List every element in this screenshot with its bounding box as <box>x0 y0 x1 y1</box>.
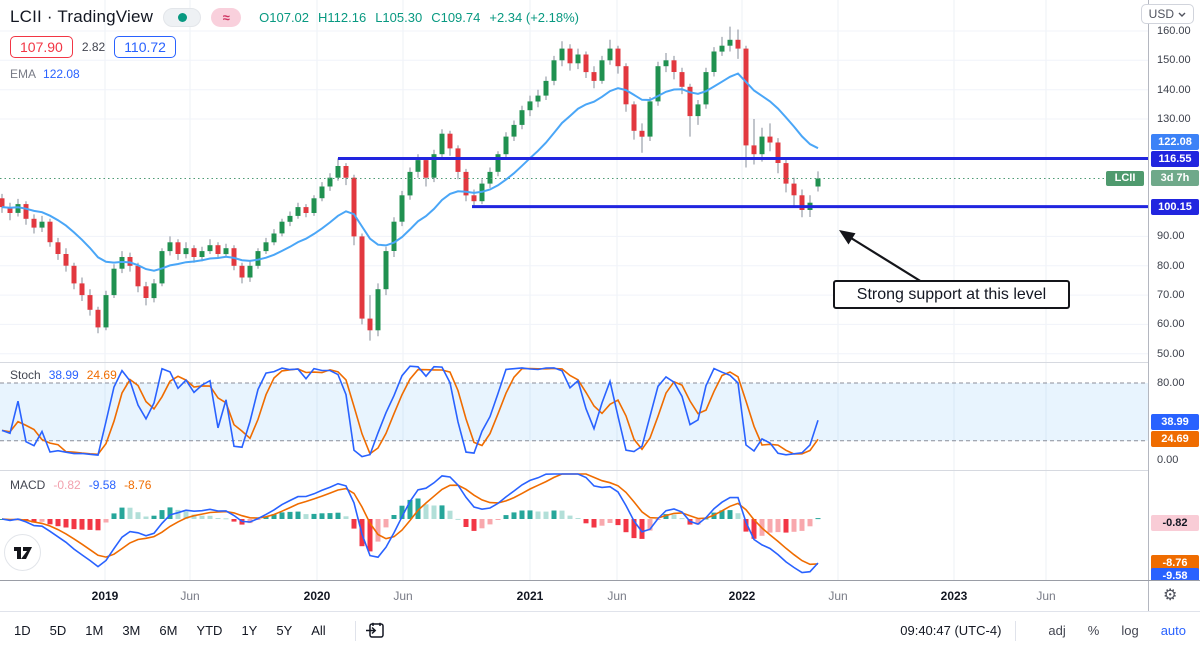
range-button-5y[interactable]: 5Y <box>276 623 293 638</box>
tradingview-logo[interactable] <box>4 534 41 571</box>
price-tick: 80.00 <box>1157 259 1185 272</box>
axis-badge-876: -8.76 <box>1151 555 1199 572</box>
chevron-down-icon <box>1178 12 1186 17</box>
axis-badge-2469: 24.69 <box>1151 431 1199 448</box>
chart-header: LCII · TradingView ≈ O107.02 H112.16 L105.… <box>10 4 579 81</box>
market-open-dot-icon <box>177 12 187 22</box>
log-scale-button[interactable]: log <box>1121 623 1139 638</box>
support-annotation-box[interactable]: Strong support at this level <box>833 280 1070 309</box>
macd-label: MACD <box>10 478 46 492</box>
range-button-1m[interactable]: 1M <box>85 623 104 638</box>
price-tick: 50.00 <box>1157 347 1185 360</box>
range-button-3m[interactable]: 3M <box>122 623 141 638</box>
symbol-price-badge: LCII <box>1106 170 1144 186</box>
sell-price-button[interactable]: 107.90 <box>10 36 73 58</box>
range-button-1y[interactable]: 1Y <box>241 623 258 638</box>
ohlc-item: H112.16 <box>318 9 367 25</box>
price-tick: 160.00 <box>1157 25 1191 37</box>
buy-price-button[interactable]: 110.72 <box>114 36 176 58</box>
time-tick-year: 2021 <box>516 589 544 603</box>
axis-badge-3899: 38.99 <box>1151 414 1199 431</box>
range-button-5d[interactable]: 5D <box>49 623 67 638</box>
macd-hist-value: -0.82 <box>53 478 81 492</box>
ohlc-item: C109.74 <box>431 9 481 25</box>
toolbar-divider-right <box>1015 620 1017 641</box>
time-tick-month: Jun <box>1036 589 1056 603</box>
price-tick: 70.00 <box>1157 289 1185 302</box>
stoch-k-value: 38.99 <box>48 368 79 382</box>
price-tick: 60.00 <box>1157 318 1185 331</box>
time-tick-month: Jun <box>607 589 627 603</box>
time-axis[interactable]: ⚙ 2019 Jun 2020 Jun 2021 Jun 2022 Jun 2023 Jun <box>0 580 1200 612</box>
price-axis[interactable]: 160.00 150.00 140.00 130.00 90.00 80.00 70.00 6… <box>1148 0 1200 580</box>
chart-canvas[interactable] <box>0 0 1148 580</box>
time-tick-year: 2020 <box>303 589 331 603</box>
macd-legend[interactable]: MACD -0.82 -9.58 -8.76 <box>10 478 151 492</box>
axis-badge-082: -0.82 <box>1151 515 1199 532</box>
time-tick-month: Jun <box>393 589 413 603</box>
axis-badge-10015: 100.15 <box>1151 198 1199 215</box>
ema-value: 122.08 <box>43 67 80 81</box>
axis-corner-divider <box>1148 581 1149 612</box>
macd-line-value: -9.58 <box>88 478 117 492</box>
pane-separator-macd[interactable] <box>0 470 1148 471</box>
symbol-title[interactable]: LCII · TradingView <box>10 7 154 26</box>
auto-scale-button[interactable]: auto <box>1160 623 1186 638</box>
stoch-label: Stoch <box>10 368 41 382</box>
axis-badge-12208: 122.08 <box>1151 134 1199 151</box>
market-status-pill[interactable] <box>163 7 202 27</box>
go-to-date-icon <box>365 622 384 638</box>
time-tick-year: 2019 <box>91 589 119 603</box>
macd-signal-value: -8.76 <box>124 478 152 492</box>
range-button-ytd[interactable]: YTD <box>196 623 223 638</box>
currency-dropdown[interactable]: USD <box>1140 4 1194 24</box>
ohlc-legend: O107.02 H112.16 L105.30 C109.74 +2.34 (+2.18… <box>259 10 579 25</box>
tradingview-logo-glyph <box>13 546 32 559</box>
axis-badge-958: -9.58 <box>1151 568 1199 580</box>
ema-legend[interactable]: EMA 122.08 <box>10 67 579 81</box>
range-buttons: 1D 5D 1M 3M 6M YTD 1Y 5Y All <box>14 623 345 638</box>
axis-badge-11655: 116.55 <box>1151 150 1199 167</box>
stoch-tick: 0.00 <box>1157 454 1179 466</box>
chart-plot-area[interactable]: LCII Strong support at this level Stoch … <box>0 0 1148 580</box>
session-clock[interactable]: 09:40:47 (UTC-4) <box>900 623 1002 638</box>
stoch-d-value: 24.69 <box>86 368 117 382</box>
spread-value: 2.82 <box>81 40 106 54</box>
ohlc-item: L105.30 <box>375 9 423 25</box>
price-tick: 130.00 <box>1157 113 1191 126</box>
time-tick-month: Jun <box>828 589 848 603</box>
pane-separator-stoch[interactable] <box>0 362 1148 363</box>
stoch-tick: 80.00 <box>1157 377 1185 389</box>
time-tick-month: Jun <box>180 589 200 603</box>
toolbar-divider <box>354 620 356 641</box>
range-button-6m[interactable]: 6M <box>159 623 178 638</box>
range-button-1d[interactable]: 1D <box>14 623 31 638</box>
ema-label: EMA <box>10 67 37 81</box>
settings-gear-icon[interactable]: ⚙ <box>1163 587 1178 604</box>
currency-label: USD <box>1148 7 1174 21</box>
axis-badge-3d7h: 3d 7h <box>1151 170 1199 187</box>
bottom-toolbar: 1D 5D 1M 3M 6M YTD 1Y 5Y All 09:40:47 (UTC-4) ad… <box>0 611 1200 649</box>
adjust-data-button[interactable]: adj <box>1048 623 1066 638</box>
go-to-date-button[interactable] <box>365 622 385 639</box>
ohlc-item: +2.34 (+2.18%) <box>489 9 579 25</box>
range-button-all[interactable]: All <box>311 623 326 638</box>
support-annotation-text: Strong support at this level <box>856 285 1047 303</box>
percent-scale-button[interactable]: % <box>1087 623 1100 638</box>
delayed-data-pill[interactable]: ≈ <box>211 7 242 27</box>
time-tick-year: 2022 <box>728 589 756 603</box>
price-tick: 90.00 <box>1157 230 1185 243</box>
stoch-legend[interactable]: Stoch 38.99 24.69 <box>10 368 117 382</box>
price-tick: 140.00 <box>1157 83 1191 96</box>
ohlc-item: O107.02 <box>259 9 310 25</box>
time-tick-year: 2023 <box>940 589 968 603</box>
price-tick: 150.00 <box>1157 54 1191 67</box>
